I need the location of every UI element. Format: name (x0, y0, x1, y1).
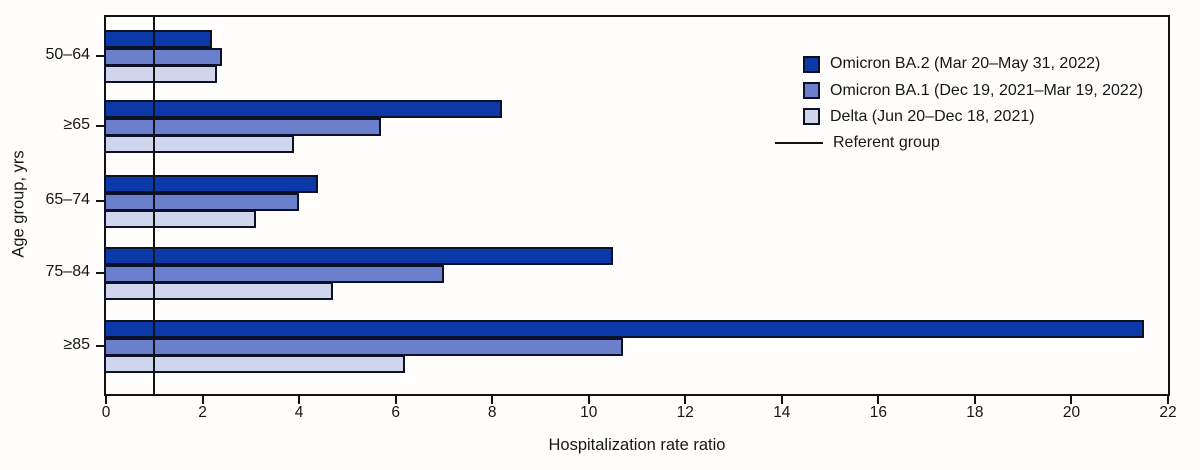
bar-series1-group4 (104, 247, 613, 265)
legend-label: Omicron BA.2 (Mar 20–May 31, 2022) (830, 55, 1101, 73)
legend-label: Omicron BA.1 (Dec 19, 2021–Mar 19, 2022) (830, 81, 1144, 99)
legend-label: Referent group (833, 134, 940, 152)
x-tick-label: 12 (676, 404, 694, 421)
x-tick (491, 396, 494, 404)
x-tick-label: 2 (198, 404, 207, 421)
bar-series2-group1 (104, 47, 222, 66)
bar-series3-group3 (104, 210, 256, 228)
legend-item: Delta (Jun 20–Dec 18, 2021) (775, 104, 1143, 130)
y-tick (96, 200, 104, 203)
x-tick (105, 396, 107, 404)
x-tick (587, 396, 590, 404)
x-tick (780, 396, 783, 404)
x-tick (1167, 396, 1169, 404)
plot-area (104, 15, 1170, 396)
referent-line-swatch (775, 142, 823, 145)
category-label: 75–84 (45, 263, 91, 281)
bar-series3-group1 (104, 65, 218, 83)
bar-series3-group4 (104, 282, 333, 300)
y-tick (96, 272, 104, 275)
x-tick (394, 396, 397, 404)
x-tick-label: 20 (1062, 404, 1081, 421)
legend-swatch (803, 82, 820, 100)
y-tick (96, 125, 104, 128)
bar-series2-group5 (104, 337, 623, 356)
legend-swatch (803, 55, 820, 73)
x-tick-label: 14 (773, 404, 791, 421)
category-label: 50–64 (45, 46, 91, 64)
legend-item: Omicron BA.1 (Dec 19, 2021–Mar 19, 2022) (775, 77, 1143, 103)
x-tick-label: 16 (869, 404, 887, 421)
x-tick (1070, 396, 1073, 404)
x-axis-title: Hospitalization rate ratio (548, 436, 726, 454)
bar-series3-group5 (104, 355, 406, 373)
bar-series3-group2 (104, 135, 295, 153)
legend: Omicron BA.2 (Mar 20–May 31, 2022) Omicro… (775, 51, 1143, 157)
category-label: 65–74 (45, 191, 91, 209)
x-tick-label: 6 (391, 404, 400, 421)
x-tick-label: 10 (580, 404, 598, 421)
bar-series1-group2 (104, 100, 502, 118)
legend-item: Omicron BA.2 (Mar 20–May 31, 2022) (775, 51, 1143, 77)
x-tick (201, 396, 204, 404)
legend-label: Delta (Jun 20–Dec 18, 2021) (830, 107, 1035, 125)
x-tick (684, 396, 687, 404)
bar-series1-group1 (104, 30, 213, 48)
legend-item-referent: Referent group (775, 130, 1143, 156)
x-tick (973, 396, 976, 404)
y-tick (96, 55, 104, 58)
y-axis-title: Age group, yrs (9, 150, 28, 258)
x-tick-label: 8 (487, 404, 497, 421)
y-tick (96, 345, 104, 348)
x-tick (877, 396, 880, 404)
x-tick (298, 396, 301, 404)
category-label: ≥85 (63, 336, 90, 354)
x-tick-label: 4 (294, 404, 304, 421)
x-tick-label: 0 (101, 404, 111, 421)
bar-series1-group3 (104, 175, 319, 193)
bar-series2-group4 (104, 264, 444, 283)
bar-series1-group5 (104, 320, 1144, 338)
bar-series2-group2 (104, 117, 382, 136)
bar-series2-group3 (104, 192, 300, 211)
legend-swatch (803, 108, 820, 126)
x-tick-label: 18 (966, 404, 984, 421)
x-tick-label: 22 (1159, 404, 1177, 421)
category-label: ≥65 (63, 116, 90, 134)
referent-group-line (153, 17, 156, 394)
